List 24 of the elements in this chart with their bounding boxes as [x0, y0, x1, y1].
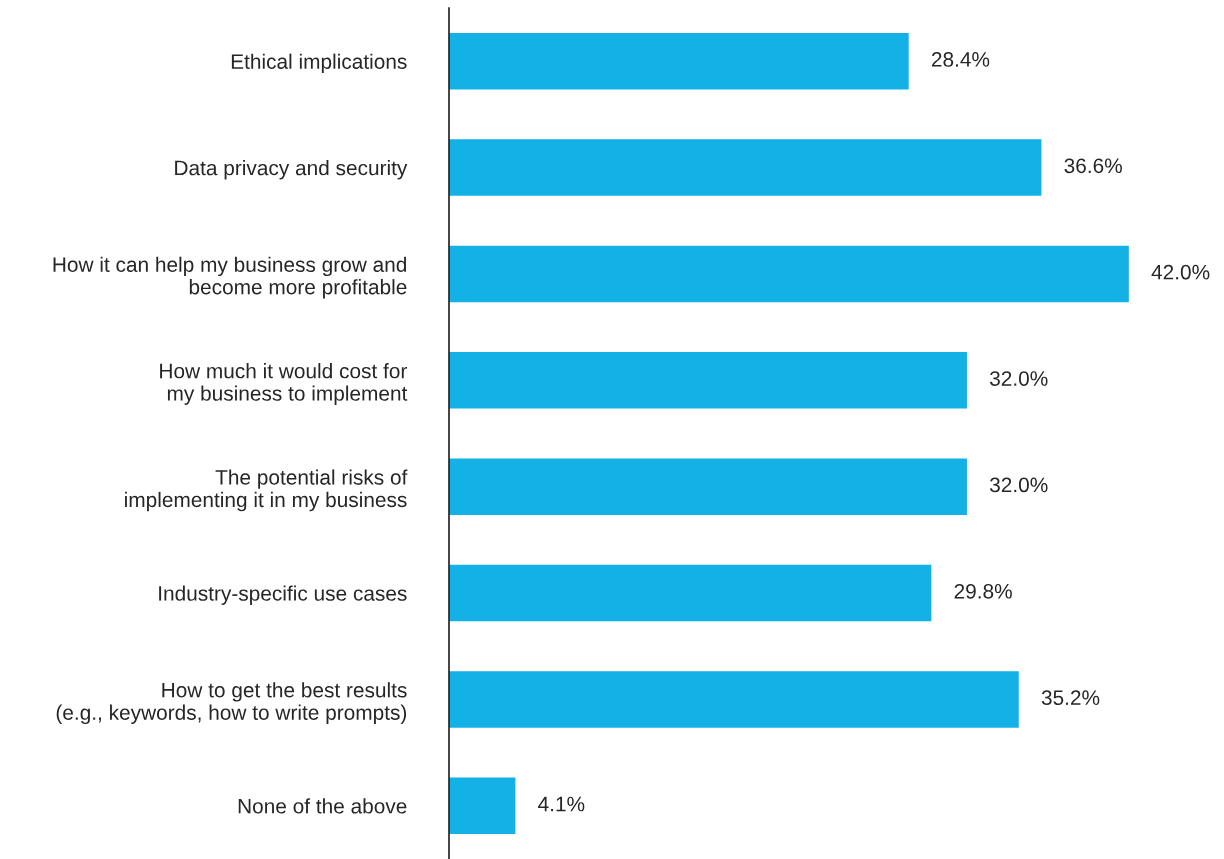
data-label: 32.0% — [989, 371, 1048, 386]
bar — [449, 139, 1042, 196]
data-label: 4.1% — [538, 796, 585, 812]
bar — [449, 777, 516, 834]
y-tick-label: None of the above — [238, 798, 407, 814]
y-tick-label: Ethical implications — [231, 53, 407, 74]
y-tick-label: How it can help my business grow and become more profitable — [53, 256, 407, 299]
data-label: 29.8% — [954, 583, 1012, 599]
bar — [449, 245, 1129, 303]
bar — [449, 564, 932, 622]
y-tick-label: How to get the best results (e.g., keywords, how to write prompts) — [56, 682, 407, 725]
y-tick-label: Data privacy and security — [175, 160, 408, 180]
data-label: 36.6% — [1064, 158, 1122, 174]
bar — [449, 671, 1019, 728]
y-tick-label: How much it would cost for my business to implement — [160, 363, 408, 405]
bar — [449, 352, 967, 409]
bar — [449, 458, 967, 515]
y-tick-label: The potential risks of implementing it in my business — [125, 469, 408, 512]
bar — [449, 33, 909, 90]
y-tick-label: Industry-specific use cases — [159, 585, 407, 605]
data-label: 28.4% — [931, 52, 990, 67]
data-label: 32.0% — [989, 477, 1048, 493]
data-label: 35.2% — [1041, 690, 1100, 706]
data-label: 42.0% — [1151, 264, 1210, 280]
